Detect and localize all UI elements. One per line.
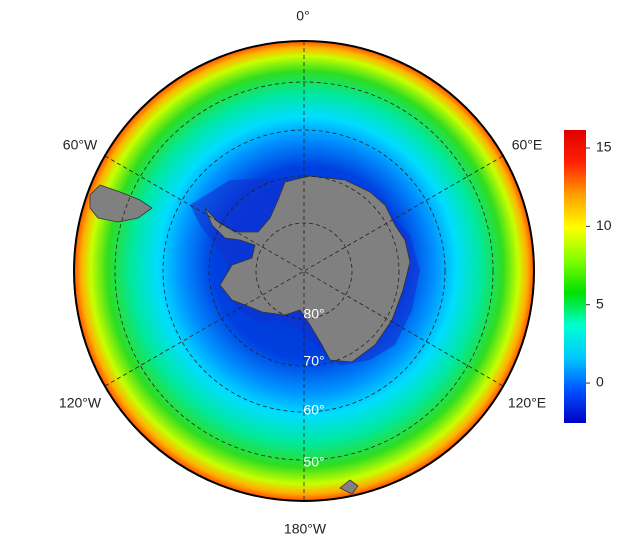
latitude-label: 80° — [303, 306, 324, 322]
latitude-label: 70° — [303, 353, 324, 369]
longitude-label: 60°E — [512, 137, 543, 153]
colorbar-tick-label: 15 — [596, 139, 612, 155]
island — [339, 479, 359, 495]
longitude-label: 120°E — [508, 395, 546, 411]
colorbar-tick-label: 5 — [596, 295, 604, 311]
map-border — [73, 40, 535, 502]
colorbar — [564, 130, 586, 423]
graticule — [104, 41, 504, 501]
longitude-label: 180°W — [284, 521, 327, 537]
latitude-label: 50° — [303, 454, 324, 470]
south-america — [89, 184, 153, 223]
sst-field — [74, 41, 534, 501]
latitude-label: 60° — [303, 402, 324, 418]
longitude-label: 0° — [296, 8, 309, 24]
colorbar-tick-label: 0 — [596, 374, 604, 390]
longitude-label: 120°W — [59, 395, 102, 411]
longitude-label: 60°W — [63, 137, 98, 153]
colorbar-tick-label: 10 — [596, 217, 612, 233]
